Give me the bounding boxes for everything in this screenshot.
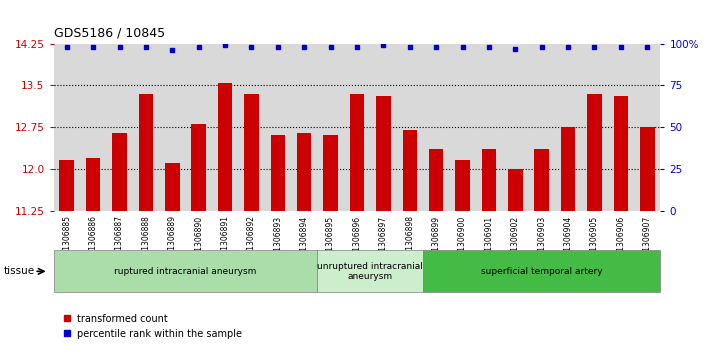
Bar: [640, 127, 655, 211]
Bar: [165, 163, 179, 211]
Legend: transformed count, percentile rank within the sample: transformed count, percentile rank withi…: [59, 310, 246, 342]
Text: GDS5186 / 10845: GDS5186 / 10845: [54, 27, 165, 40]
Bar: [59, 160, 74, 211]
Text: unruptured intracranial
aneurysm: unruptured intracranial aneurysm: [317, 262, 423, 281]
Bar: [560, 127, 575, 211]
Bar: [218, 82, 232, 211]
Bar: [112, 132, 127, 211]
Text: tissue: tissue: [4, 266, 35, 276]
Bar: [350, 94, 364, 211]
Bar: [587, 94, 602, 211]
Bar: [403, 130, 417, 211]
Bar: [482, 149, 496, 211]
Text: ruptured intracranial aneurysm: ruptured intracranial aneurysm: [114, 267, 256, 276]
Bar: [244, 94, 258, 211]
Bar: [456, 160, 470, 211]
Text: superficial temporal artery: superficial temporal artery: [481, 267, 603, 276]
Bar: [376, 97, 391, 211]
Bar: [508, 169, 523, 211]
Bar: [318, 250, 423, 292]
Bar: [54, 250, 318, 292]
Bar: [613, 97, 628, 211]
Bar: [535, 149, 549, 211]
Bar: [191, 124, 206, 211]
Bar: [139, 94, 154, 211]
Bar: [297, 132, 311, 211]
Bar: [271, 135, 285, 211]
Bar: [423, 250, 660, 292]
Bar: [323, 135, 338, 211]
Bar: [86, 158, 101, 211]
Bar: [429, 149, 443, 211]
